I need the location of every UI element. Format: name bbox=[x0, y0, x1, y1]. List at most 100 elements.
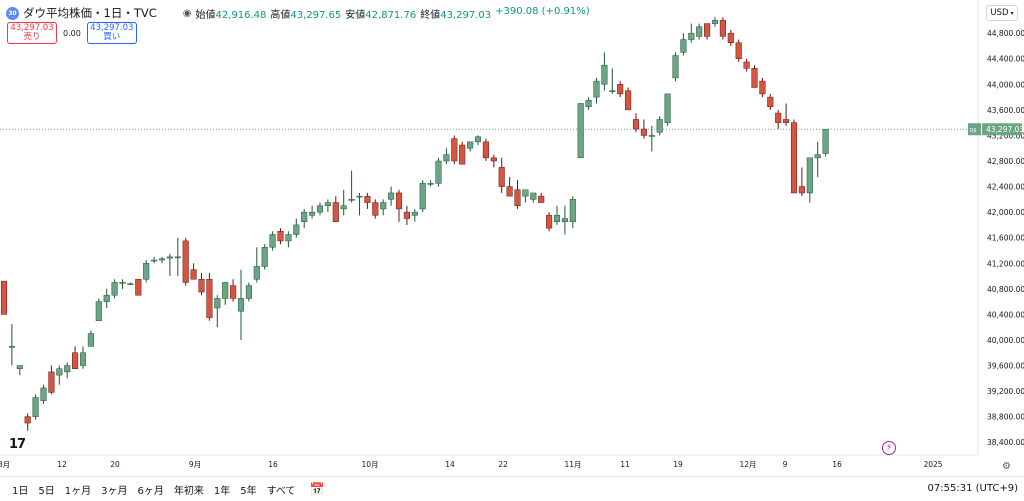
buy-button[interactable]: 43,297.03 買い bbox=[86, 22, 137, 44]
currency-select[interactable]: USD ▾ bbox=[986, 5, 1018, 21]
candle[interactable] bbox=[72, 346, 79, 369]
candle[interactable] bbox=[411, 208, 418, 222]
candle[interactable] bbox=[174, 237, 181, 277]
candle[interactable] bbox=[735, 39, 742, 62]
candle[interactable] bbox=[577, 103, 584, 159]
chart-title[interactable]: ダウ平均株価・1日・TVC bbox=[23, 6, 157, 20]
candle[interactable] bbox=[245, 282, 252, 302]
candle[interactable] bbox=[48, 365, 55, 395]
candle[interactable] bbox=[522, 189, 529, 203]
candle[interactable] bbox=[790, 119, 798, 194]
sell-button[interactable]: 43,297.03 売り bbox=[7, 22, 57, 44]
candle[interactable] bbox=[798, 167, 805, 197]
range-button[interactable]: 1日 bbox=[12, 485, 29, 497]
candle[interactable] bbox=[332, 196, 339, 222]
range-button[interactable]: すべて bbox=[266, 485, 296, 497]
candle[interactable] bbox=[775, 109, 782, 130]
candle[interactable] bbox=[79, 346, 87, 369]
range-button[interactable]: 年初来 bbox=[173, 485, 204, 497]
candle[interactable] bbox=[759, 77, 766, 98]
candle[interactable] bbox=[253, 247, 260, 283]
candle[interactable] bbox=[348, 170, 355, 203]
candle[interactable] bbox=[388, 186, 395, 206]
candle[interactable] bbox=[309, 205, 316, 219]
candle[interactable] bbox=[435, 157, 442, 187]
range-button[interactable]: 1年 bbox=[213, 485, 231, 497]
candle[interactable] bbox=[719, 17, 726, 40]
candle[interactable] bbox=[24, 413, 31, 431]
candle[interactable] bbox=[119, 279, 126, 289]
candle[interactable] bbox=[553, 205, 561, 225]
clock[interactable]: 07:55:31 (UTC+9) bbox=[927, 483, 1018, 494]
candle[interactable] bbox=[482, 138, 489, 161]
candle[interactable] bbox=[340, 189, 347, 216]
candle[interactable] bbox=[601, 52, 608, 91]
range-button[interactable]: 1ヶ月 bbox=[64, 485, 92, 497]
candle[interactable] bbox=[301, 208, 308, 229]
tradingview-logo[interactable]: 17 bbox=[9, 437, 26, 452]
visibility-icon[interactable]: ◉ bbox=[182, 7, 192, 19]
candle[interactable] bbox=[214, 295, 221, 328]
candle[interactable] bbox=[459, 141, 466, 165]
candle[interactable] bbox=[190, 263, 197, 280]
candle[interactable] bbox=[316, 202, 324, 216]
candle[interactable] bbox=[648, 125, 655, 152]
candle[interactable] bbox=[380, 199, 387, 216]
candle[interactable] bbox=[546, 212, 553, 232]
candle[interactable] bbox=[87, 330, 94, 347]
candle[interactable] bbox=[783, 103, 790, 126]
settings-icon[interactable]: ⚙ bbox=[1002, 461, 1011, 472]
candle[interactable] bbox=[166, 253, 173, 277]
candle[interactable] bbox=[711, 17, 719, 27]
candle[interactable] bbox=[680, 33, 687, 56]
candle[interactable] bbox=[277, 228, 284, 245]
candle[interactable] bbox=[8, 323, 15, 366]
candle[interactable] bbox=[672, 52, 679, 82]
candle[interactable] bbox=[822, 128, 829, 157]
calendar-icon[interactable]: 📅 bbox=[309, 482, 325, 496]
candle[interactable] bbox=[40, 384, 47, 404]
candle[interactable] bbox=[230, 279, 237, 302]
candle[interactable] bbox=[451, 135, 458, 165]
candle[interactable] bbox=[285, 231, 292, 248]
candle[interactable] bbox=[632, 113, 640, 133]
candle[interactable] bbox=[158, 256, 166, 264]
candle[interactable] bbox=[103, 288, 110, 308]
candle[interactable] bbox=[617, 81, 624, 98]
candle[interactable] bbox=[403, 205, 410, 225]
candle[interactable] bbox=[656, 116, 663, 136]
candle[interactable] bbox=[95, 298, 102, 322]
candle[interactable] bbox=[372, 199, 379, 219]
candle[interactable] bbox=[419, 180, 426, 213]
price-chart[interactable]: 44,800.00 44,400.00 44,000.00 43,600.00 43,2… bbox=[0, 0, 1024, 476]
candle[interactable] bbox=[198, 272, 205, 296]
range-button[interactable]: 5年 bbox=[240, 485, 257, 497]
dow-icon[interactable]: 30 bbox=[6, 6, 19, 20]
candle[interactable] bbox=[538, 192, 545, 203]
candle[interactable] bbox=[609, 68, 616, 94]
candle[interactable] bbox=[0, 280, 8, 315]
candle[interactable] bbox=[743, 58, 750, 72]
candle[interactable] bbox=[324, 199, 331, 213]
candle[interactable] bbox=[356, 192, 363, 216]
candle[interactable] bbox=[688, 23, 695, 43]
range-button[interactable]: 6ヶ月 bbox=[137, 485, 164, 497]
candle[interactable] bbox=[664, 93, 671, 126]
candle[interactable] bbox=[593, 77, 600, 104]
candle[interactable] bbox=[814, 141, 821, 177]
range-button[interactable]: 3ヶ月 bbox=[101, 485, 128, 497]
candle[interactable] bbox=[56, 365, 63, 385]
candle[interactable] bbox=[293, 218, 300, 238]
candle[interactable] bbox=[514, 180, 521, 209]
candle[interactable] bbox=[751, 65, 758, 88]
range-button[interactable]: 5日 bbox=[38, 485, 55, 497]
candle[interactable] bbox=[569, 196, 576, 229]
candle[interactable] bbox=[427, 180, 434, 187]
candle[interactable] bbox=[767, 93, 774, 110]
candle[interactable] bbox=[364, 192, 371, 209]
candle[interactable] bbox=[490, 154, 497, 168]
candle[interactable] bbox=[640, 119, 647, 139]
candle[interactable] bbox=[585, 97, 592, 110]
candle[interactable] bbox=[151, 256, 158, 264]
candle[interactable] bbox=[222, 282, 229, 305]
